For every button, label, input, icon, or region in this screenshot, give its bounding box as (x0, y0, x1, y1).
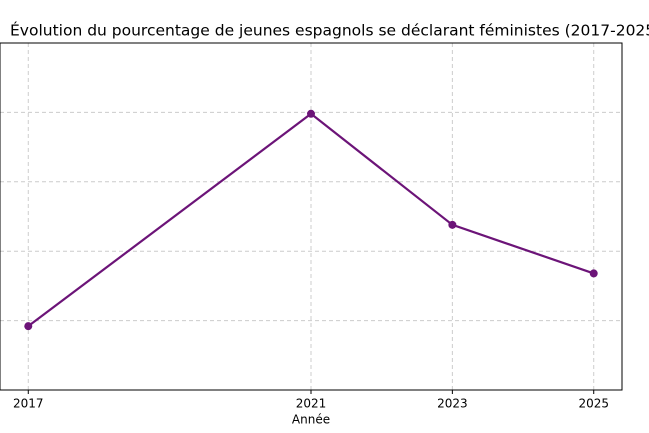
x-tick-label: 2023 (437, 397, 468, 411)
data-point (307, 109, 315, 118)
data-point (589, 269, 598, 278)
data-point (24, 322, 33, 331)
plot-frame (0, 42, 623, 391)
x-tick-label: 2017 (13, 397, 44, 411)
data-line (27, 112, 595, 328)
x-axis-label: Année (292, 413, 330, 427)
x-tick-label: 2021 (296, 397, 327, 411)
x-tick-label: 2025 (578, 397, 609, 411)
chart-title: Évolution du pourcentage de jeunes espag… (10, 21, 649, 40)
data-point (448, 220, 457, 229)
